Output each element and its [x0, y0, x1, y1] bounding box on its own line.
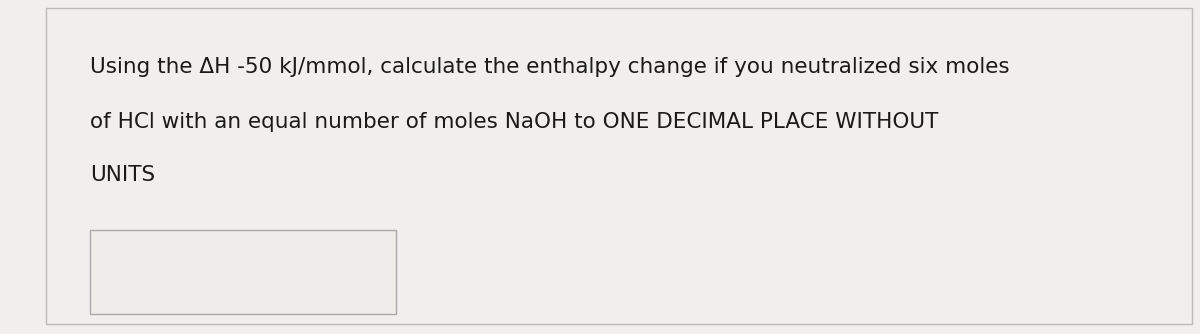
FancyBboxPatch shape: [90, 230, 396, 314]
Text: Using the ΔH -50 kJ/mmol, calculate the enthalpy change if you neutralized six m: Using the ΔH -50 kJ/mmol, calculate the …: [90, 57, 1009, 77]
Text: UNITS: UNITS: [90, 165, 155, 185]
FancyBboxPatch shape: [46, 8, 1192, 324]
Text: of HCl with an equal number of moles NaOH to ONE DECIMAL PLACE WITHOUT: of HCl with an equal number of moles NaO…: [90, 112, 938, 132]
